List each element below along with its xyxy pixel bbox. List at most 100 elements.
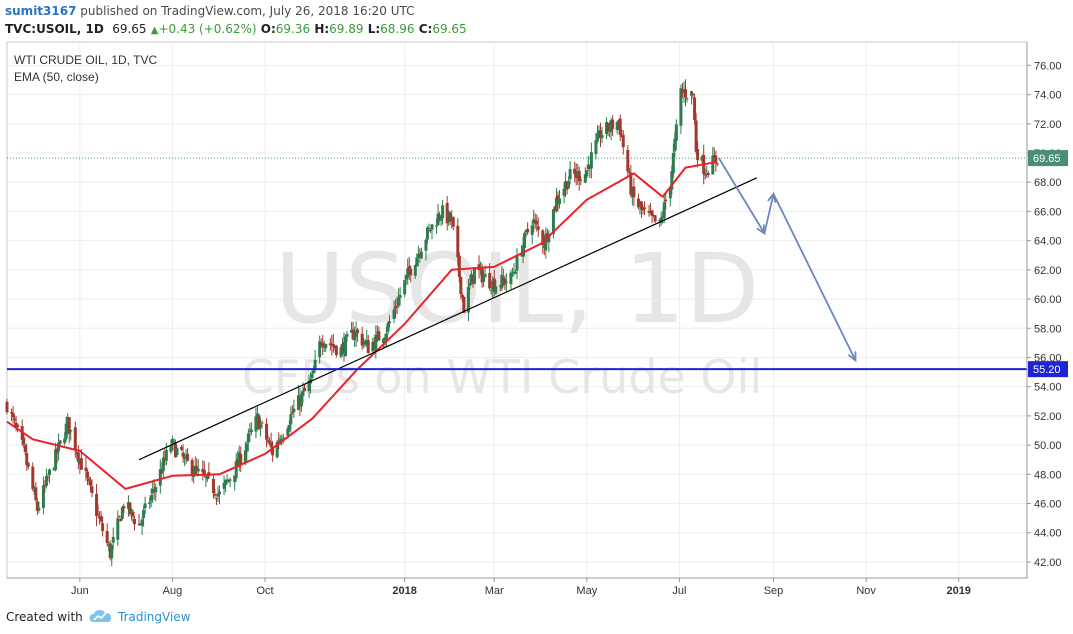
candle-body	[183, 456, 187, 459]
projection-segment	[772, 193, 857, 361]
candle-body	[333, 345, 337, 349]
x-tick-label: 2019	[946, 585, 970, 597]
candle-body	[163, 457, 167, 460]
candle-body	[190, 460, 194, 476]
chart-header: sumit3167 published on TradingView.com, …	[0, 0, 1073, 40]
candle-body	[473, 267, 476, 284]
tradingview-cloud-icon[interactable]	[88, 607, 114, 627]
candle-body	[43, 485, 47, 487]
candle-body	[683, 88, 687, 98]
candle-body	[573, 168, 577, 175]
candle-body	[691, 93, 695, 95]
candle-body	[703, 174, 707, 176]
candle-body	[296, 395, 300, 410]
candle-body	[143, 503, 147, 509]
candle-body	[211, 478, 215, 494]
candle-body	[714, 155, 718, 163]
candle-body	[621, 134, 625, 148]
candle-body	[119, 518, 123, 522]
candle-body	[693, 97, 697, 121]
x-tick-label: May	[576, 585, 597, 597]
candle-body	[227, 479, 231, 482]
price-chart[interactable]: USOIL, 1D CFDs on WTI Crude Oil 42.00 44.…	[0, 0, 1073, 605]
candle-body	[307, 380, 311, 392]
x-tick-label: Oct	[256, 585, 273, 597]
candle-body	[66, 417, 70, 426]
candle-body	[425, 227, 429, 240]
candle-body	[468, 283, 472, 286]
projection-segment	[763, 193, 775, 234]
candle-body	[58, 440, 62, 444]
candle-body	[5, 401, 9, 413]
candle-body	[87, 478, 91, 481]
candle-body	[491, 280, 495, 290]
candle-body	[63, 438, 67, 444]
candle-body	[186, 453, 190, 461]
candle-body	[107, 544, 111, 546]
candle-body	[638, 204, 642, 207]
candle-body	[301, 390, 305, 396]
y-tick-label: 62.00	[1034, 265, 1062, 277]
candle-body	[222, 482, 226, 489]
candle-body	[589, 152, 593, 169]
candle-body	[117, 515, 121, 517]
watermark-description: CFDs on WTI Crude Oil	[242, 350, 762, 404]
candle-body	[110, 545, 114, 559]
candle-body	[532, 219, 536, 224]
x-tick-label: 2018	[392, 585, 416, 597]
candle-body	[466, 287, 470, 313]
chart-title: WTI CRUDE OIL, 1D, TVC	[14, 53, 157, 67]
candle-body	[435, 225, 439, 227]
candle-body	[374, 334, 378, 352]
candle-body	[76, 452, 80, 462]
candle-body	[469, 274, 473, 285]
candle-body	[413, 265, 417, 276]
indicator-label[interactable]: EMA (50, close)	[14, 70, 99, 84]
candle-body	[456, 225, 460, 258]
candle-body	[512, 271, 516, 274]
candle-body	[67, 417, 71, 434]
projection-arrowhead	[847, 351, 857, 363]
candle-body	[255, 413, 259, 417]
tradingview-link[interactable]: TradingView	[118, 610, 191, 624]
candle-body	[583, 174, 587, 183]
candle-body	[271, 446, 275, 456]
candle-body	[556, 195, 560, 202]
candle-body	[246, 433, 250, 443]
candle-body	[245, 443, 249, 452]
symbol-label[interactable]: TVC:USOIL, 1D	[5, 22, 104, 36]
candle-body	[585, 170, 589, 177]
candle-body	[439, 216, 443, 221]
candle-body	[576, 171, 580, 177]
candle-body	[22, 437, 26, 445]
candle-body	[108, 543, 112, 558]
support-price-label: 55.20	[1033, 364, 1061, 376]
candle-body	[544, 234, 548, 251]
candle-body	[460, 294, 464, 298]
candle-body	[388, 321, 391, 324]
author-link[interactable]: sumit3167	[5, 4, 77, 18]
y-tick-label: 74.00	[1034, 90, 1062, 102]
candle-body	[111, 536, 115, 543]
candle-body	[196, 468, 200, 472]
candle-body	[55, 448, 59, 454]
candle-body	[330, 344, 334, 346]
candle-body	[340, 343, 344, 349]
candle-body	[611, 119, 615, 130]
candle-body	[513, 271, 517, 274]
overlays	[6, 157, 1027, 490]
candle-body	[248, 430, 252, 432]
candle-body	[334, 346, 338, 356]
candle-body	[228, 479, 232, 481]
candle-body	[172, 441, 176, 443]
y-tick-label: 52.00	[1034, 411, 1062, 423]
candle-body	[404, 274, 408, 280]
candle-body	[608, 129, 612, 132]
candle-body	[639, 201, 643, 210]
candle-body	[133, 518, 136, 525]
last-price-label-bg	[1028, 150, 1068, 167]
candle-body	[254, 416, 258, 432]
y-tick-label: 54.00	[1034, 382, 1062, 394]
candle-body	[501, 277, 505, 280]
low-label: L:	[367, 22, 381, 36]
